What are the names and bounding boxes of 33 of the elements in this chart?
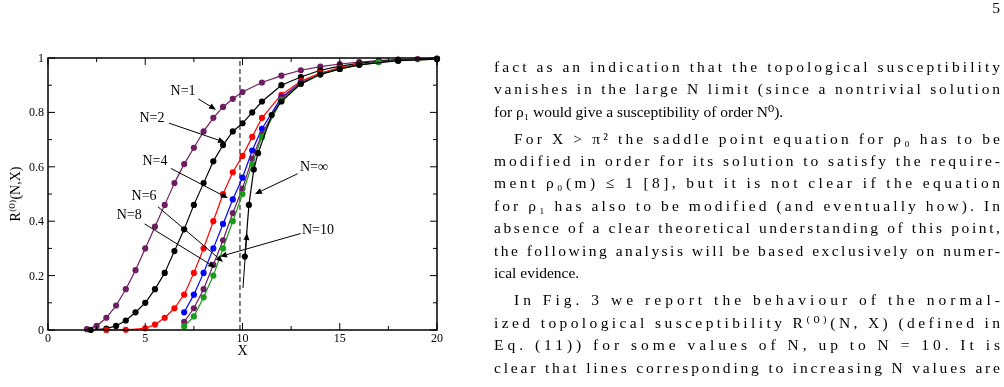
text: vanishes in the large N limit (since a nontrivial solution bbox=[494, 80, 1001, 98]
x-tick-label: 10 bbox=[236, 331, 249, 345]
annotation: N=4 bbox=[142, 153, 168, 169]
text: clear that lines corresponding to increasing N values are bbox=[494, 359, 1001, 376]
x-axis-title: X bbox=[237, 343, 248, 358]
annotation: N=10 bbox=[301, 221, 334, 237]
text: the following analysis will be based exclusively on numer- bbox=[494, 242, 1000, 259]
text: fact as an indication that the topological susceptibility bbox=[494, 58, 1001, 75]
text: ment ρ₀(m) ≤ 1 [8], but it is not clear if the equation bbox=[494, 174, 1001, 192]
annotation: N=1 bbox=[170, 82, 196, 98]
y-tick-label: 0.2 bbox=[29, 268, 44, 283]
text: For X > π² the saddle point equation for ρ₀ has to be bbox=[514, 130, 1001, 147]
text: ical evidence. bbox=[494, 264, 580, 281]
y-tick-label: 0.4 bbox=[29, 214, 44, 229]
annotation: N=∞ bbox=[299, 159, 328, 174]
x-tick-label: 15 bbox=[333, 331, 346, 345]
y-axis-title: R⁽⁰⁾(N,X) bbox=[8, 166, 24, 222]
text: In Fig. 3 we report the behaviour of the normal- bbox=[514, 291, 1000, 308]
x-tick-label: 5 bbox=[142, 331, 149, 345]
text: ized topological susceptibility R⁽⁰⁾(N, X) (defined in bbox=[494, 314, 1001, 332]
annotation: N=6 bbox=[131, 188, 157, 203]
text: modified in order for its solution to satisfy the require- bbox=[494, 152, 1000, 169]
annotation: N=2 bbox=[139, 110, 165, 126]
text: 5 bbox=[992, 0, 1001, 16]
annotation: N=8 bbox=[116, 207, 142, 223]
text: Eq. (11)) for some values of N, up to N = 10. It is bbox=[494, 336, 1000, 354]
text: for ρ₁ has also to be modified (and eventually how). In bbox=[494, 197, 1001, 215]
x-tick-label: 20 bbox=[431, 331, 443, 345]
y-tick-label: 1 bbox=[38, 51, 44, 65]
text: absence of a clear theoretical understanding of this point, bbox=[494, 219, 1000, 236]
y-tick-label: 0.8 bbox=[29, 105, 44, 120]
text: for ρ₁ would give a susceptibility of order N⁰). bbox=[494, 103, 784, 121]
y-tick-label: 0.6 bbox=[29, 159, 44, 174]
